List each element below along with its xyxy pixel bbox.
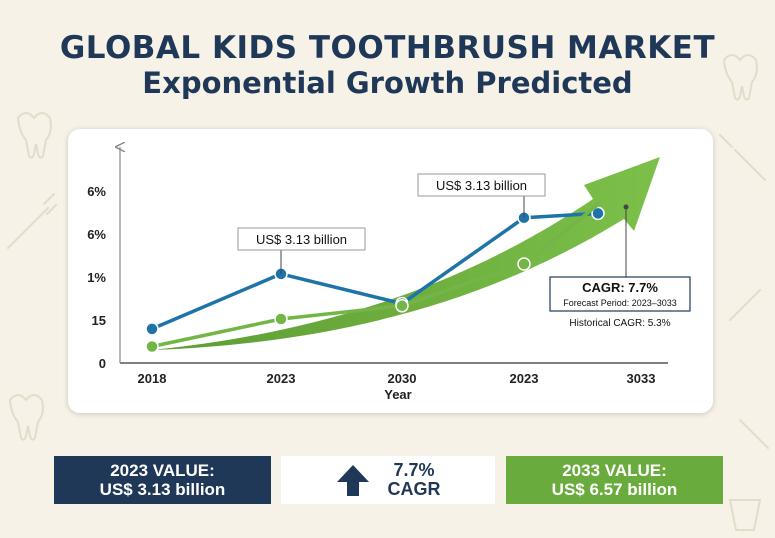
series-line-2 xyxy=(150,202,600,349)
annotation-box xyxy=(237,227,366,251)
toothbrush-doodle-icon xyxy=(7,193,57,249)
cagr-value: 7.7% xyxy=(393,460,435,480)
tooth-doodle-icon xyxy=(8,394,44,441)
tooth-doodle-icon xyxy=(16,112,52,159)
y-tick-label: 1% xyxy=(87,270,106,285)
page-subtitle: Exponential Growth Predicted xyxy=(142,66,633,100)
data-point xyxy=(145,322,159,336)
value-2023-label: 2023 VALUE: xyxy=(110,461,215,480)
cagr-box-title: CAGR: 7.7% xyxy=(582,280,658,295)
cup-doodle-icon xyxy=(728,499,762,531)
y-tick-label: 6% xyxy=(87,184,106,199)
toothbrush-doodle-icon xyxy=(729,289,769,449)
x-tick-label: 2023 xyxy=(267,371,296,386)
x-tick-label: 2023 xyxy=(510,371,539,386)
line-chart: 0151%6%6%20182023203020233033YearMarket … xyxy=(87,129,691,402)
value-2033-label: 2033 VALUE: xyxy=(562,461,667,480)
toothbrush-doodle-icon xyxy=(719,134,766,181)
annotation-box xyxy=(417,173,546,197)
annotation-text: US$ 3.13 billion xyxy=(436,178,527,193)
y-tick-label: 15 xyxy=(92,313,106,328)
value-2023-amount: US$ 3.13 billion xyxy=(99,480,226,499)
data-point xyxy=(517,257,531,271)
cagr-box xyxy=(549,276,691,312)
data-point xyxy=(395,299,409,313)
cagr-tile: 7.7% CAGR xyxy=(281,456,495,504)
cagr-label: CAGR xyxy=(387,479,441,499)
chart-card: 0151%6%6%20182023203020233033YearMarket … xyxy=(68,129,713,413)
historical-cagr-note: Historical CAGR: 5.3% xyxy=(569,318,670,329)
value-2023-tile: 2023 VALUE: US$ 3.13 billion xyxy=(54,456,271,504)
x-tick-label: 2018 xyxy=(138,371,167,386)
value-2033-amount: US$ 6.57 billion xyxy=(551,480,678,499)
cagr-leader-dot xyxy=(623,204,629,210)
cagr-box-forecast: Forecast Period: 2023–3033 xyxy=(563,298,677,308)
data-point xyxy=(145,339,159,354)
data-point xyxy=(274,312,288,326)
growth-trend-arrow xyxy=(152,157,660,350)
data-point xyxy=(591,206,605,221)
arrow-up-icon xyxy=(336,465,369,496)
x-tick-label: 2030 xyxy=(388,371,417,386)
page-title: GLOBAL KIDS TOOTHBRUSH MARKET xyxy=(59,30,716,66)
tooth-doodle-icon xyxy=(722,54,758,101)
x-axis-label: Year xyxy=(384,387,411,402)
y-tick-label: 6% xyxy=(87,227,106,242)
value-2033-tile: 2033 VALUE: US$ 6.57 billion xyxy=(506,456,723,504)
x-tick-label: 3033 xyxy=(627,371,656,386)
annotation-text: US$ 3.13 billion xyxy=(256,232,347,247)
y-tick-label: 0 xyxy=(99,356,106,371)
